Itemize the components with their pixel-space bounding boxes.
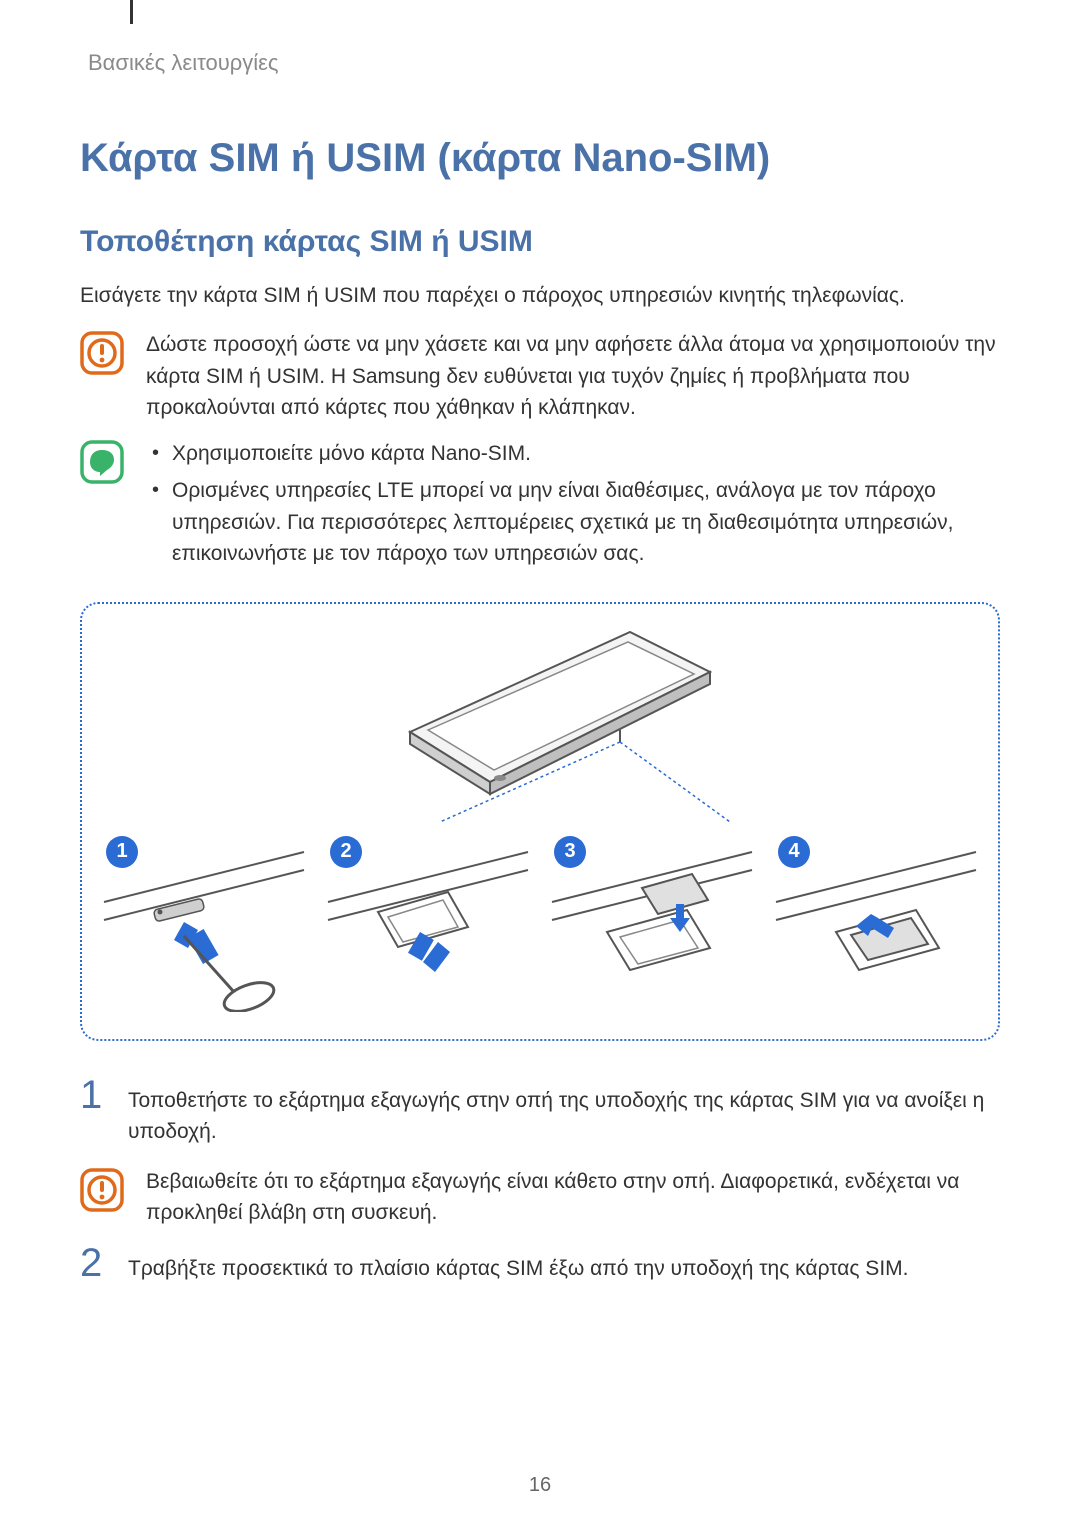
breadcrumb: Βασικές λειτουργίες <box>88 50 1000 76</box>
caution-icon <box>80 331 124 375</box>
step-number: 1 <box>80 1075 110 1115</box>
info-icon <box>80 440 124 484</box>
step-text: Τοποθετήστε το εξάρτημα εξαγωγής στην οπ… <box>128 1085 1000 1148</box>
diagram-step-3: 3 <box>550 832 754 1017</box>
instruction-diagram: 1 2 <box>80 602 1000 1041</box>
caution-note-2: Βεβαιωθείτε ότι το εξάρτημα εξαγωγής είν… <box>80 1166 1000 1229</box>
diagram-step-2: 2 <box>326 832 530 1017</box>
step-number: 2 <box>80 1243 110 1283</box>
page-title: Κάρτα SIM ή USIM (κάρτα Nano-SIM) <box>80 136 1000 181</box>
tablet-drawing <box>350 622 730 822</box>
step-2: 2 Τραβήξτε προσεκτικά το πλαίσιο κάρτας … <box>80 1243 1000 1285</box>
caution-text: Δώστε προσοχή ώστε να μην χάσετε και να … <box>146 329 1000 424</box>
info-text: Χρησιμοποιείτε μόνο κάρτα Nano-SIM. Ορισ… <box>146 438 1000 576</box>
caution-text-2: Βεβαιωθείτε ότι το εξάρτημα εξαγωγής είν… <box>146 1166 1000 1229</box>
step-text: Τραβήξτε προσεκτικά το πλαίσιο κάρτας SI… <box>128 1253 908 1285</box>
diagram-step-1: 1 <box>102 832 306 1017</box>
info-bullet-2: Ορισμένες υπηρεσίες LTE μπορεί να μην εί… <box>146 475 1000 570</box>
step-badge: 4 <box>778 836 810 868</box>
caution-icon <box>80 1168 124 1212</box>
step-1: 1 Τοποθετήστε το εξάρτημα εξαγωγής στην … <box>80 1075 1000 1148</box>
step-badge: 2 <box>330 836 362 868</box>
step-badge: 3 <box>554 836 586 868</box>
diagram-step-4: 4 <box>774 832 978 1017</box>
page-number: 16 <box>0 1474 1080 1497</box>
section-title: Τοποθέτηση κάρτας SIM ή USIM <box>80 225 1000 259</box>
step-badge: 1 <box>106 836 138 868</box>
caution-note: Δώστε προσοχή ώστε να μην χάσετε και να … <box>80 329 1000 424</box>
intro-paragraph: Εισάγετε την κάρτα SIM ή USIM που παρέχε… <box>80 281 1000 311</box>
info-bullet-1: Χρησιμοποιείτε μόνο κάρτα Nano-SIM. <box>146 438 1000 470</box>
info-note: Χρησιμοποιείτε μόνο κάρτα Nano-SIM. Ορισ… <box>80 438 1000 576</box>
